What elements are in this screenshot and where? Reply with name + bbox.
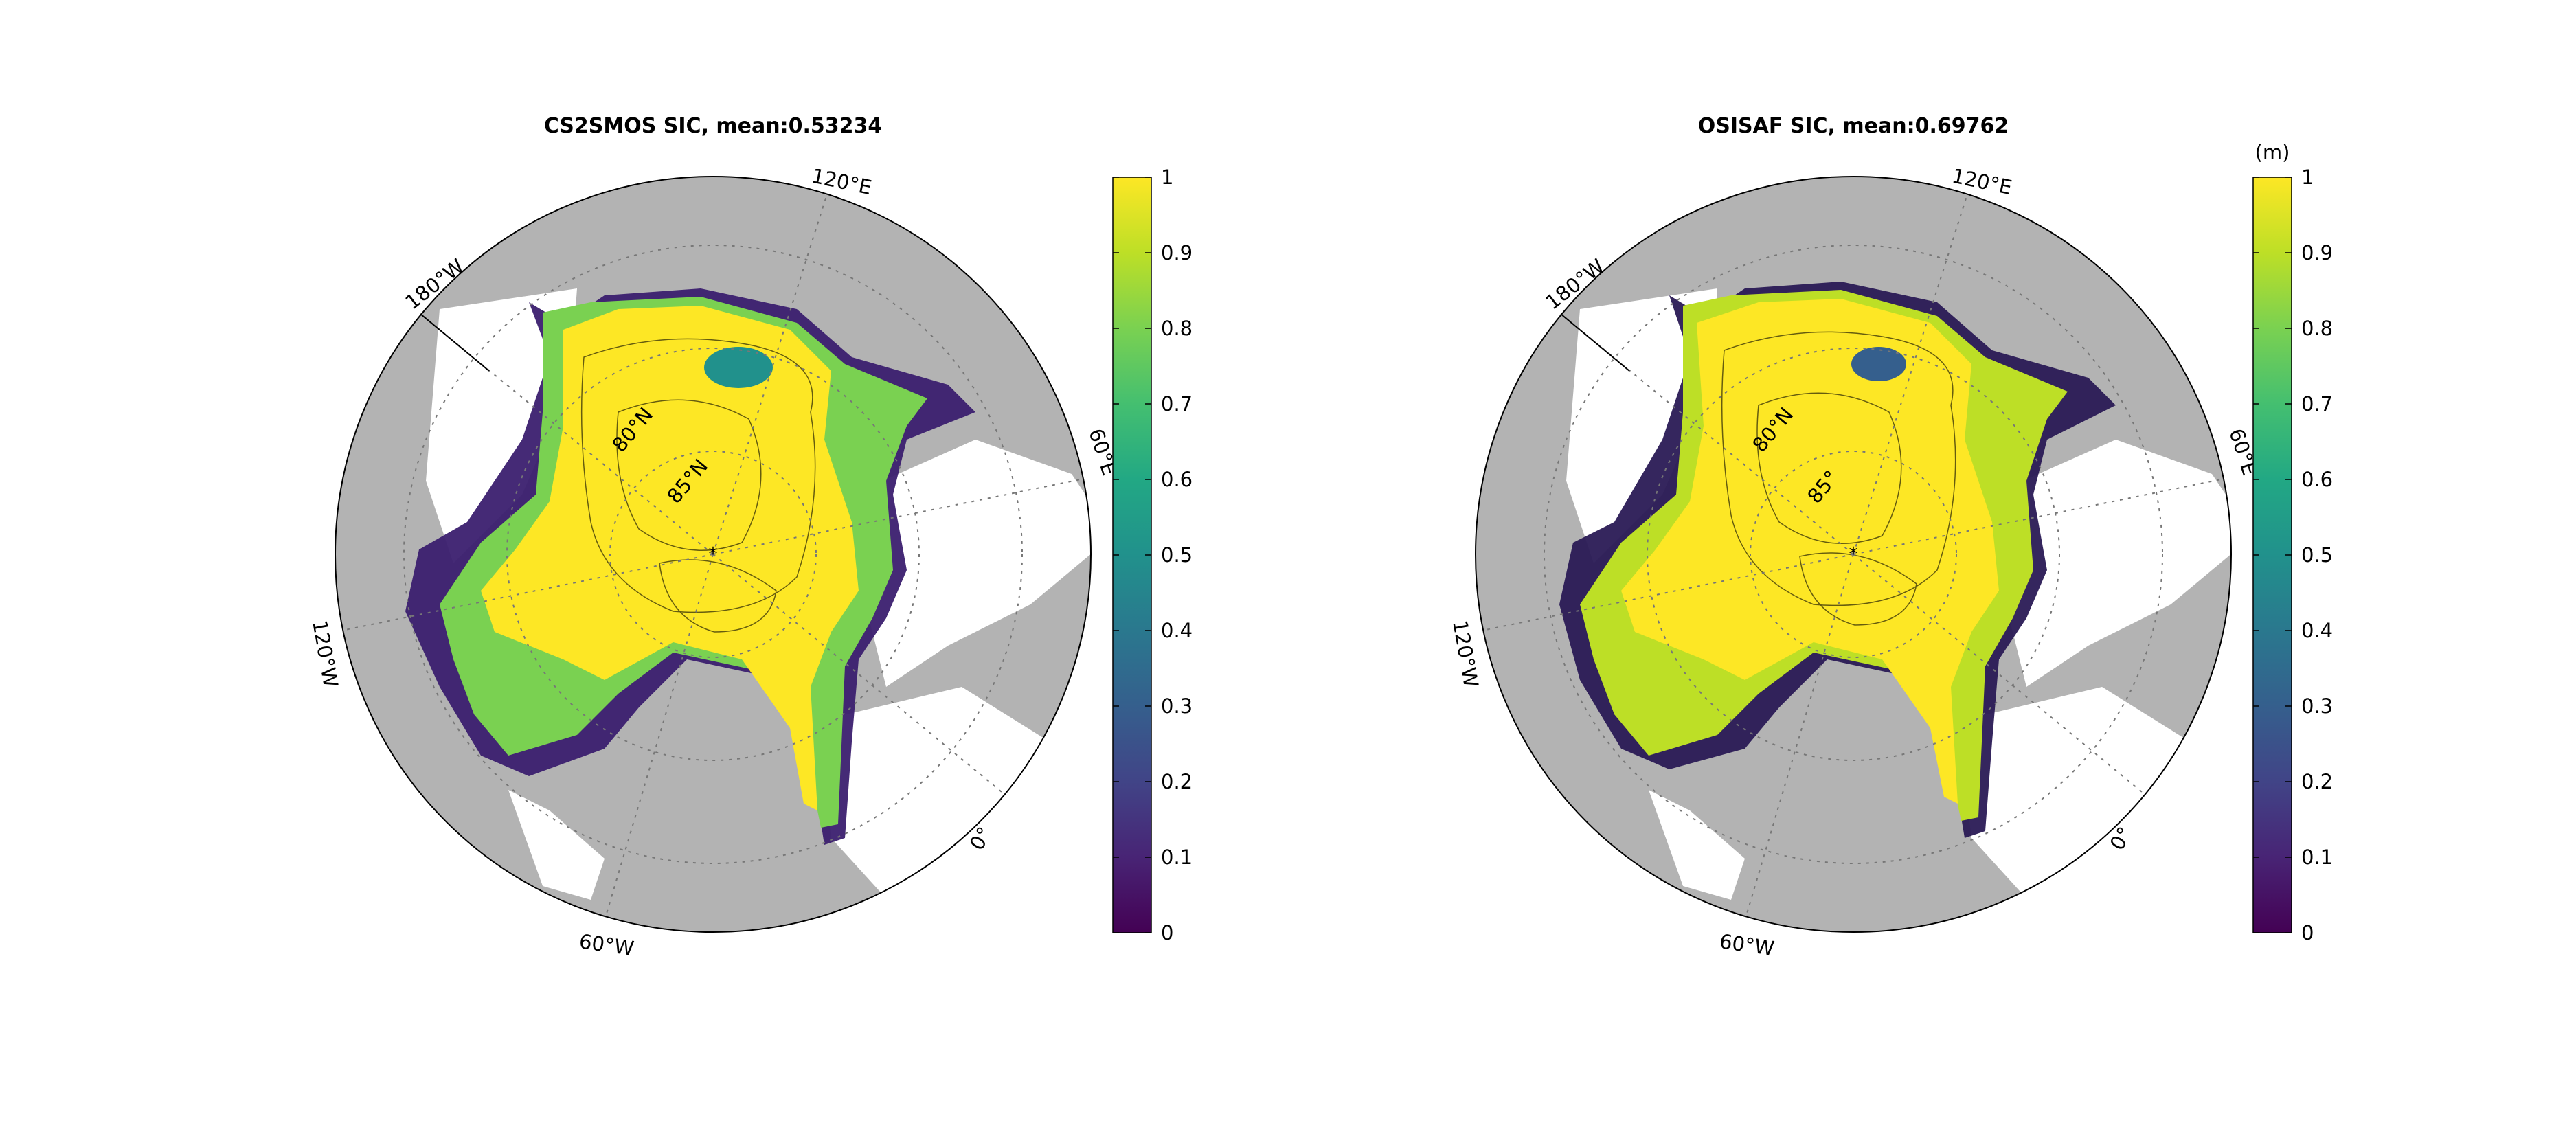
colorbar-tick-label: 0 — [1161, 921, 1173, 944]
colorbar-tick-label: 0.8 — [1161, 317, 1193, 340]
pole-marker: * — [709, 544, 718, 565]
sic-map-panel: OSISAF SIC, mean:0.69762 * — [1448, 114, 2333, 960]
map-border — [335, 176, 1092, 933]
lon-label-60w: 60°W — [1718, 929, 1776, 960]
colorbar-tick-label: 0.5 — [2301, 543, 2333, 567]
ocean-area — [426, 288, 1091, 914]
colorbar-tick-label: 0.3 — [1161, 694, 1193, 718]
colorbar-tick-label: 0.9 — [2301, 241, 2333, 264]
colorbar-gradient — [2252, 177, 2292, 933]
colorbar-tick-label: 0.1 — [1161, 846, 1193, 869]
map-disc: * — [1476, 177, 2231, 932]
lon-label-120w: 120°W — [308, 618, 343, 689]
ice-field-core — [481, 306, 859, 810]
map-title: CS2SMOS SIC, mean:0.53234 — [544, 114, 883, 138]
sic-map-panel: CS2SMOS SIC, mean:0.53234 * — [308, 114, 1193, 960]
colorbar-tick-label: 0 — [2301, 921, 2314, 944]
colorbar-tick-label: 1 — [2301, 166, 2314, 189]
colorbar: (m) 0 0.1 0.2 0.3 0.4 0.5 0.6 0.7 0.8 0.9 1 — [2252, 141, 2333, 944]
colorbar-tick-label: 0.7 — [2301, 392, 2333, 416]
colorbar-tick-label: 0.9 — [1161, 241, 1193, 264]
lon-label-60w: 60°W — [578, 929, 635, 960]
contour-lines — [580, 338, 816, 633]
map-border — [1475, 176, 2232, 933]
colorbar-tick-label: 0.8 — [2301, 317, 2333, 340]
map-title: OSISAF SIC, mean:0.69762 — [1698, 114, 2009, 138]
colorbar-label: (m) — [2255, 141, 2290, 164]
dateline-marker — [420, 313, 490, 372]
colorbar: 0 0.1 0.2 0.3 0.4 0.5 0.6 0.7 0.8 0.9 1 — [1112, 166, 1193, 944]
colorbar-tick-label: 0.6 — [1161, 468, 1193, 491]
colorbar-tick-label: 0.2 — [1161, 770, 1193, 793]
ice-field-core — [1621, 299, 1999, 804]
colorbar-tick-label: 0.7 — [1161, 392, 1193, 416]
dateline-marker — [1560, 313, 1630, 372]
colorbar-tick-label: 0.6 — [2301, 468, 2333, 491]
ocean-area — [1566, 288, 2231, 914]
colorbar-tick-label: 0.2 — [2301, 770, 2333, 793]
map-disc: * — [335, 177, 1091, 932]
colorbar-tick-label: 1 — [1161, 166, 1173, 189]
colorbar-tick-label: 0.5 — [1161, 543, 1193, 567]
colorbar-tick-label: 0.4 — [2301, 619, 2333, 642]
lon-label-120w: 120°W — [1448, 618, 1483, 689]
pole-marker: * — [1849, 544, 1858, 565]
colorbar-tick-label: 0.3 — [2301, 694, 2333, 718]
colorbar-tick-label: 0.1 — [2301, 846, 2333, 869]
low-concentration-patch — [704, 347, 773, 388]
low-concentration-patch — [1851, 347, 1906, 381]
colorbar-tick-label: 0.4 — [1161, 619, 1193, 642]
